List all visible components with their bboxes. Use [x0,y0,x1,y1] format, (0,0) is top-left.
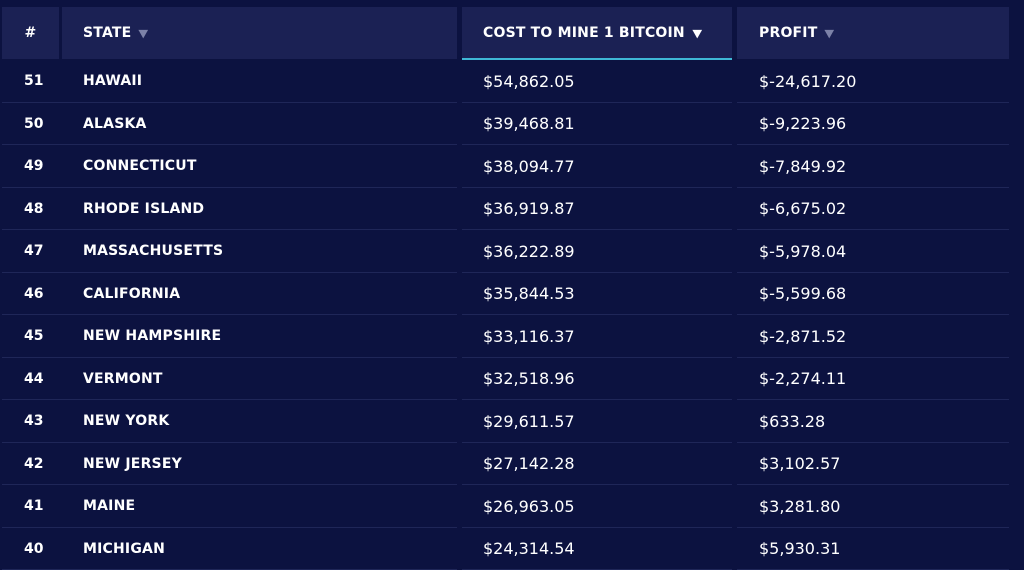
rank-cell: 48 [2,188,59,231]
column-header-profit-label: PROFIT [759,25,817,41]
state-cell: NEW JERSEY [62,443,457,486]
sort-arrow-icon: ▼ [825,27,835,40]
cost-cell: $26,963.05 [462,485,732,528]
rank-cell: 47 [2,230,59,273]
cost-cell: $32,518.96 [462,358,732,401]
rank-cell: 50 [2,103,59,146]
state-cell: MICHIGAN [62,528,457,570]
profit-cell: $-7,849.92 [737,145,1009,188]
state-cell: CONNECTICUT [62,145,457,188]
rank-cell: 49 [2,145,59,188]
state-cell: VERMONT [62,358,457,401]
column-header-rank-label: # [25,25,37,41]
table-header: # STATE ▼ COST TO MINE 1 BITCOIN ▼ PROFI… [0,0,1024,60]
cost-cell: $35,844.53 [462,273,732,316]
cost-cell: $36,919.87 [462,188,732,231]
state-cell: MASSACHUSETTS [62,230,457,273]
cost-cell: $33,116.37 [462,315,732,358]
profit-cell: $5,930.31 [737,528,1009,570]
rank-cell: 43 [2,400,59,443]
profit-cell: $3,281.80 [737,485,1009,528]
column-header-rank[interactable]: # [2,7,59,59]
column-header-cost-label: COST TO MINE 1 BITCOIN [483,25,685,41]
column-header-profit[interactable]: PROFIT ▼ [737,7,1009,59]
column-header-cost[interactable]: COST TO MINE 1 BITCOIN ▼ [462,7,732,59]
rank-cell: 51 [2,60,59,103]
cost-cell: $27,142.28 [462,443,732,486]
column-header-state[interactable]: STATE ▼ [62,7,457,59]
rank-cell: 41 [2,485,59,528]
profit-cell: $-5,599.68 [737,273,1009,316]
profit-cell: $633.28 [737,400,1009,443]
state-cell: HAWAII [62,60,457,103]
state-cell: NEW YORK [62,400,457,443]
state-cell: ALASKA [62,103,457,146]
profit-cell: $-6,675.02 [737,188,1009,231]
cost-cell: $36,222.89 [462,230,732,273]
rank-cell: 40 [2,528,59,570]
state-cell: NEW HAMPSHIRE [62,315,457,358]
sort-arrow-icon: ▼ [139,27,149,40]
profit-cell: $-9,223.96 [737,103,1009,146]
profit-cell: $-5,978.04 [737,230,1009,273]
state-cell: RHODE ISLAND [62,188,457,231]
profit-cell: $-24,617.20 [737,60,1009,103]
cost-cell: $38,094.77 [462,145,732,188]
cost-cell: $54,862.05 [462,60,732,103]
rank-cell: 46 [2,273,59,316]
cost-cell: $24,314.54 [462,528,732,570]
cost-cell: $29,611.57 [462,400,732,443]
rank-cell: 45 [2,315,59,358]
profit-cell: $-2,274.11 [737,358,1009,401]
rank-cell: 44 [2,358,59,401]
state-cell: CALIFORNIA [62,273,457,316]
rank-cell: 42 [2,443,59,486]
column-header-state-label: STATE [83,25,131,41]
profit-cell: $-2,871.52 [737,315,1009,358]
profit-cell: $3,102.57 [737,443,1009,486]
sort-arrow-icon: ▼ [692,27,702,40]
state-cell: MAINE [62,485,457,528]
cost-cell: $39,468.81 [462,103,732,146]
